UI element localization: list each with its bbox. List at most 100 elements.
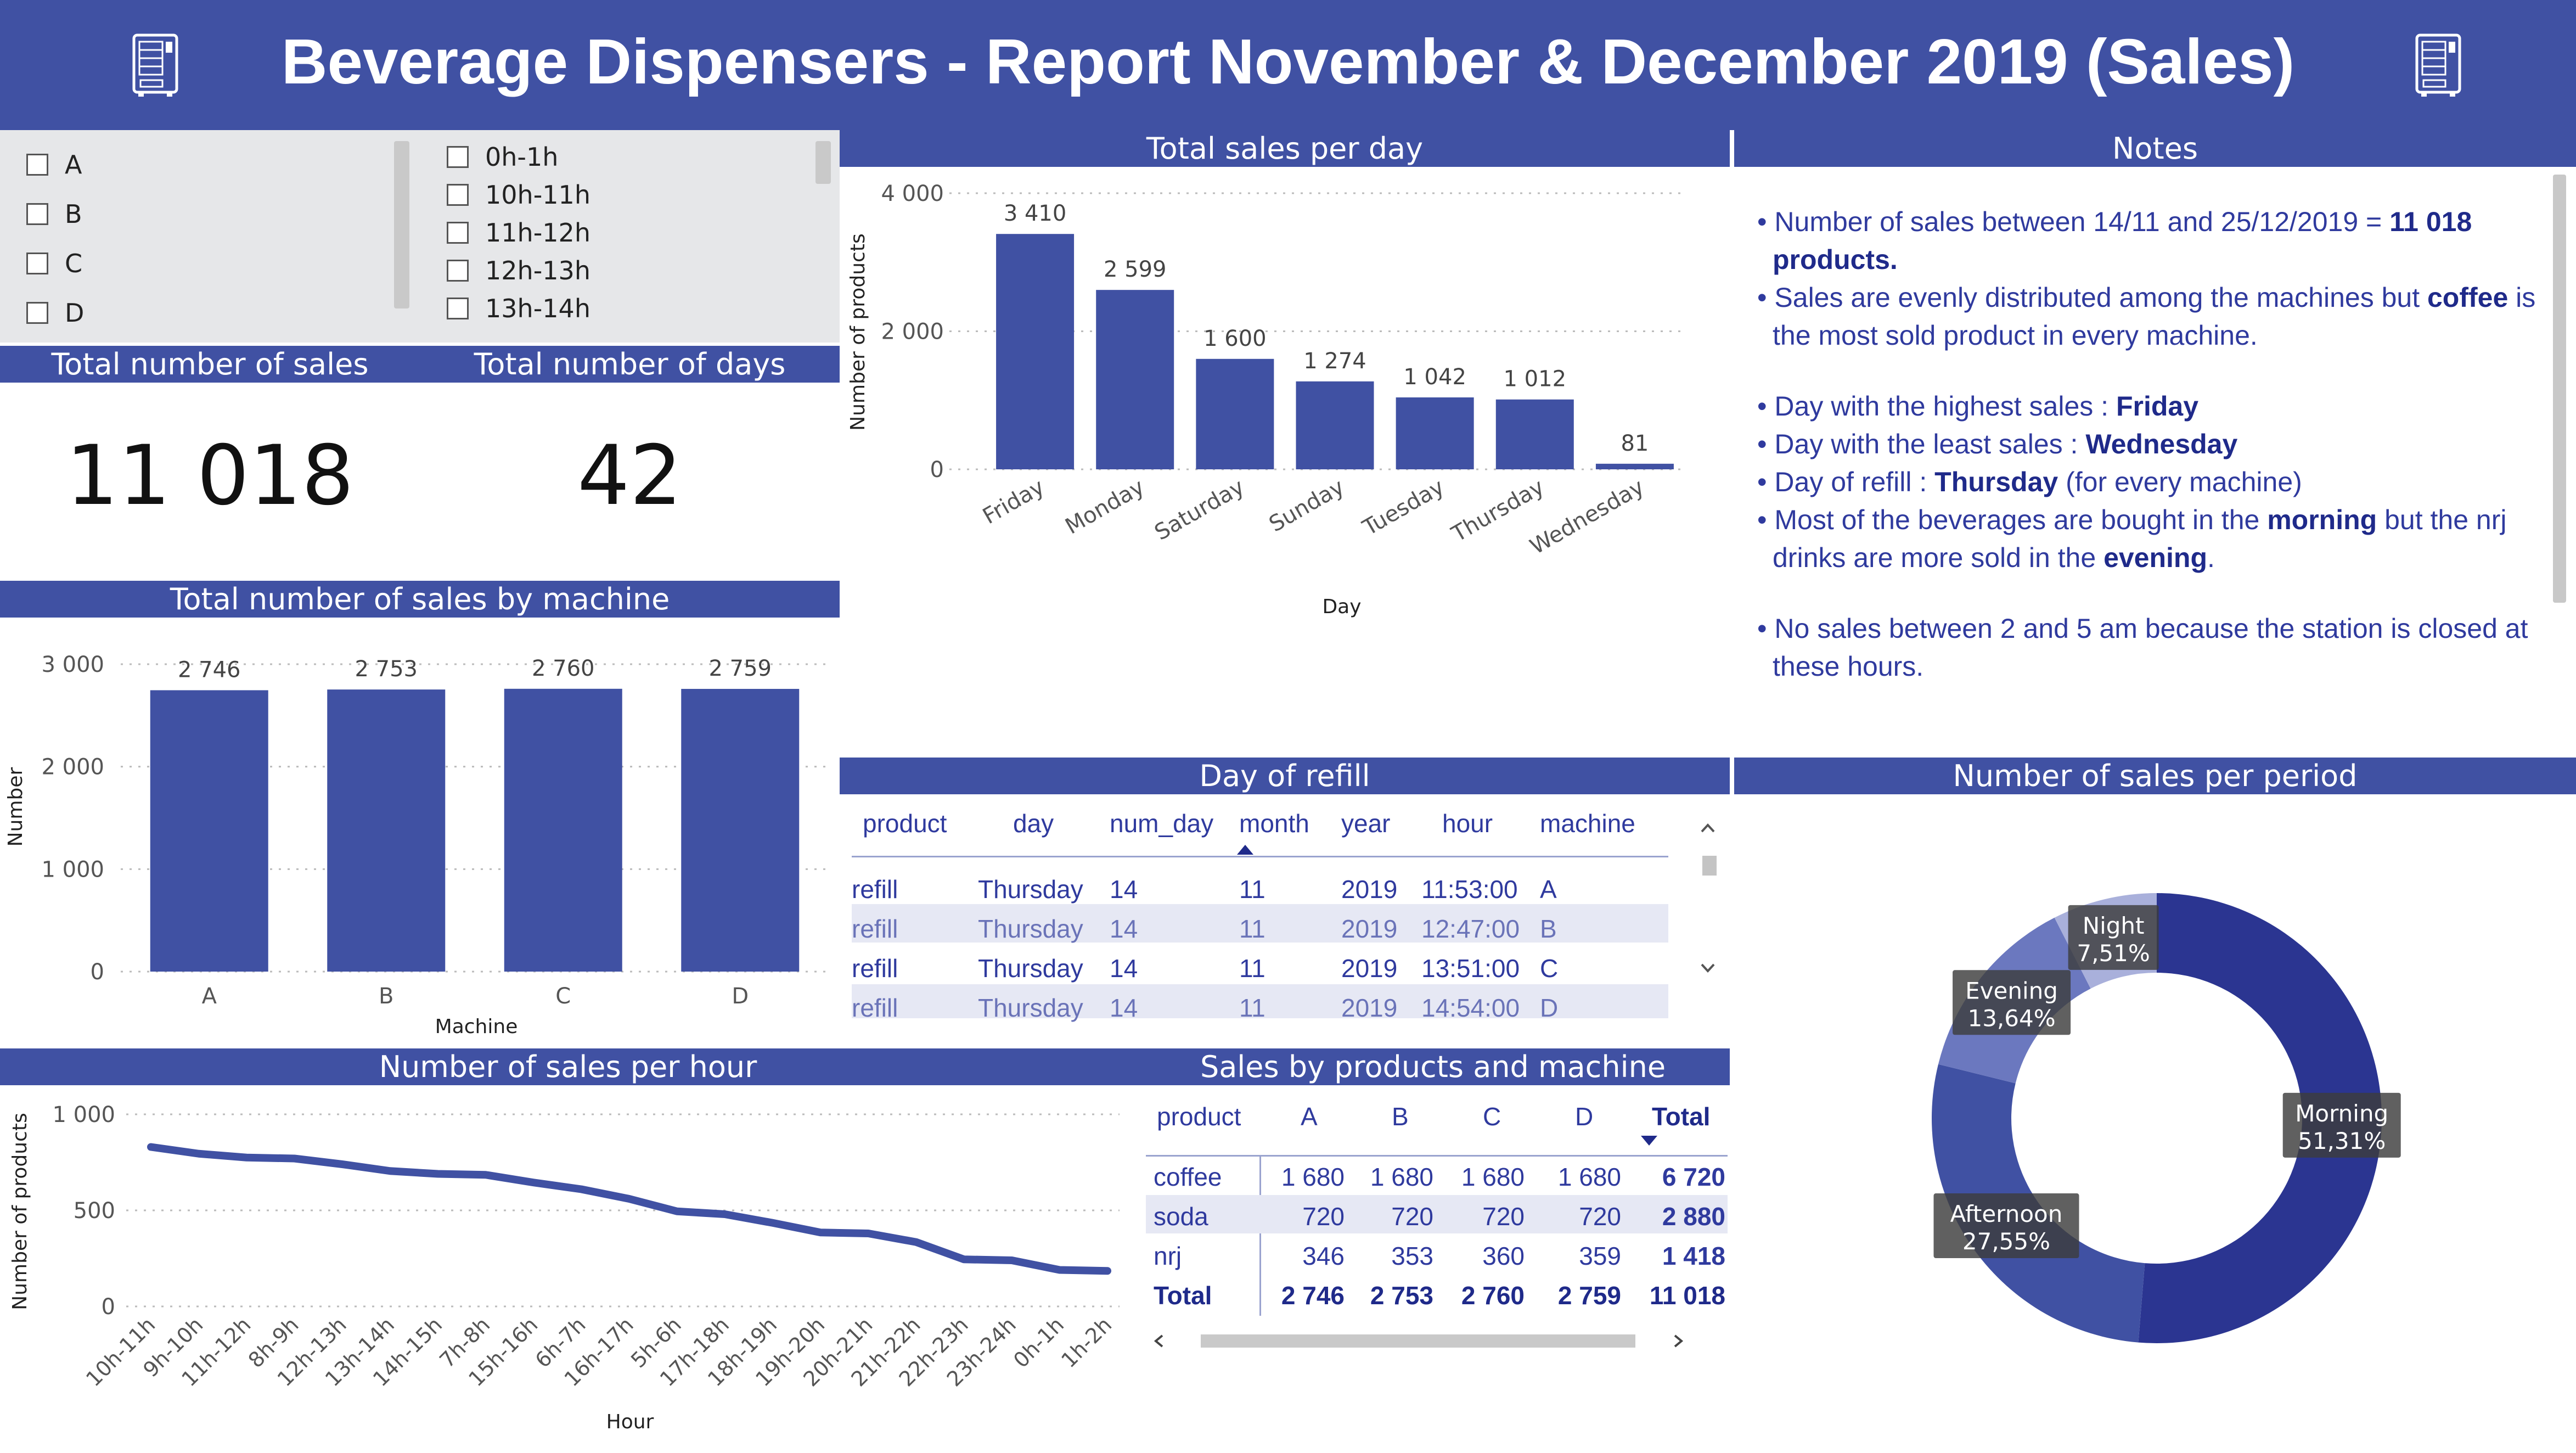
checkbox[interactable]: [26, 253, 48, 274]
svg-text:Night: Night: [2083, 912, 2145, 939]
col-header[interactable]: A: [1301, 1102, 1318, 1131]
data-label: 2 759: [708, 656, 772, 681]
slicer-item-hour[interactable]: 12h-13h: [447, 256, 590, 285]
slicer-item-b[interactable]: B: [26, 199, 82, 229]
slicer-item-hour[interactable]: 10h-11h: [447, 180, 590, 210]
col-header[interactable]: month: [1239, 809, 1309, 838]
note-line: • Sales are evenly distributed among the…: [1757, 282, 2536, 351]
col-header[interactable]: D: [1575, 1102, 1594, 1131]
col-header[interactable]: year: [1341, 809, 1391, 838]
col-header[interactable]: day: [1013, 809, 1054, 838]
bar[interactable]: [150, 690, 268, 972]
slicer-item-hour[interactable]: 13h-14h: [447, 294, 590, 323]
table-cell: refill: [852, 994, 898, 1022]
notes-header: Notes: [1734, 130, 2576, 167]
bar[interactable]: [1196, 358, 1274, 469]
slicer-scrollbar[interactable]: [815, 141, 831, 184]
table-cell: 11:53:00: [1421, 875, 1518, 904]
slicer-item-a[interactable]: A: [26, 150, 82, 179]
col-header[interactable]: num_day: [1110, 809, 1214, 838]
slicer-scrollbar[interactable]: [394, 141, 409, 308]
bar[interactable]: [1595, 463, 1674, 469]
horizontal-scrollbar[interactable]: [1146, 1331, 1728, 1350]
table-cell: 6 720: [1662, 1163, 1725, 1191]
y-tick-label: 500: [74, 1198, 115, 1224]
y-tick-label: 1 000: [41, 857, 104, 882]
data-label: 1 042: [1403, 364, 1466, 390]
hour-slicer[interactable]: 0h-1h 10h-11h 11h-12h 12h-13h 13h-14h: [418, 130, 840, 343]
machine-slicer[interactable]: A B C D: [0, 130, 418, 343]
bar[interactable]: [1096, 290, 1174, 469]
x-tick-label: 10h-11h: [81, 1312, 160, 1391]
data-label: 2 760: [532, 656, 595, 681]
total-cell: 11 018: [1649, 1281, 1725, 1310]
slicer-item-c[interactable]: C: [26, 249, 82, 278]
y-tick-label: 2 000: [881, 319, 944, 345]
sales-per-day-chart: 0 2 000 4 000 3 410 Friday 2 599 Monday 1 600 Sa…: [847, 181, 1685, 618]
col-header[interactable]: C: [1483, 1102, 1501, 1131]
x-tick-label: A: [202, 984, 217, 1009]
bar[interactable]: [327, 689, 446, 972]
series-line[interactable]: [147, 1143, 1111, 1275]
slicer-item-hour[interactable]: 0h-1h: [447, 142, 558, 172]
checkbox[interactable]: [26, 203, 48, 225]
bar[interactable]: [681, 688, 800, 972]
col-header[interactable]: Total: [1652, 1102, 1711, 1131]
table-cell: 346: [1302, 1242, 1345, 1270]
bar[interactable]: [504, 688, 622, 972]
table-scroll-down-icon[interactable]: [1700, 962, 1716, 974]
table-cell: 2019: [1341, 954, 1398, 983]
slicer-item-d[interactable]: D: [26, 298, 84, 328]
checkbox[interactable]: [447, 260, 469, 282]
notes-scrollbar[interactable]: [2553, 175, 2566, 603]
checkbox[interactable]: [447, 222, 469, 244]
table-scroll-up-icon[interactable]: [1700, 822, 1716, 834]
table-cell: 14: [1110, 994, 1138, 1022]
x-tick-label: D: [732, 984, 749, 1009]
checkbox[interactable]: [447, 298, 469, 319]
slicer-item-hour[interactable]: 11h-12h: [447, 218, 590, 248]
x-tick-label: C: [555, 984, 571, 1009]
row-stripe: [852, 904, 1668, 943]
col-header[interactable]: B: [1392, 1102, 1409, 1131]
bar[interactable]: [1296, 381, 1374, 469]
x-tick-label: Monday: [1061, 474, 1149, 540]
col-header[interactable]: machine: [1540, 809, 1635, 838]
scroll-right-icon[interactable]: [1673, 1334, 1684, 1348]
table-cell: D: [1540, 994, 1559, 1022]
table-cell: Thursday: [978, 875, 1083, 904]
x-axis-label: Hour: [606, 1411, 654, 1433]
table-cell: 11: [1239, 915, 1265, 943]
pie-slice[interactable]: [2138, 893, 2382, 1343]
checkbox[interactable]: [26, 302, 48, 324]
x-tick-label: B: [379, 984, 393, 1009]
table-scroll-thumb[interactable]: [1702, 856, 1717, 876]
checkbox[interactable]: [447, 146, 469, 168]
checkbox[interactable]: [447, 184, 469, 206]
scroll-thumb[interactable]: [1201, 1334, 1635, 1348]
sales-by-machine-chart: 0 1 000 2 000 3 000 2 746 A 2 753 B 2 760 C 2 759 D…: [4, 652, 829, 1038]
checkbox[interactable]: [26, 154, 48, 176]
bar[interactable]: [1396, 397, 1474, 469]
data-label: 81: [1621, 431, 1649, 456]
header-divider: [1146, 1155, 1728, 1157]
table-cell: 1 680: [1370, 1163, 1433, 1191]
kpi-sales-value: 11 018: [66, 428, 354, 524]
row-header-divider: [1259, 1157, 1261, 1316]
col-header[interactable]: product: [1157, 1102, 1241, 1131]
total-cell: Total: [1154, 1281, 1212, 1310]
bar[interactable]: [996, 234, 1075, 469]
bar[interactable]: [1495, 399, 1574, 469]
svg-text:Afternoon: Afternoon: [1950, 1200, 2063, 1227]
table-cell: Thursday: [978, 994, 1083, 1022]
col-header[interactable]: product: [863, 809, 947, 838]
table-cell: Thursday: [978, 915, 1083, 943]
table-cell: 720: [1302, 1202, 1345, 1231]
scroll-left-icon[interactable]: [1154, 1334, 1165, 1348]
col-header[interactable]: hour: [1442, 809, 1493, 838]
table-cell: 11: [1239, 954, 1265, 983]
data-label: 2 746: [178, 657, 241, 682]
note-line: • Day with the highest sales : Friday: [1757, 391, 2199, 422]
